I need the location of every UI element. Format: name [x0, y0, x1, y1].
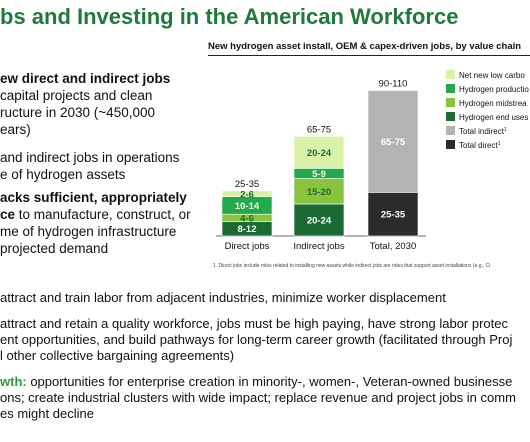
legend-swatch: [446, 112, 455, 121]
p3-heading: acks sufficient, appropriately: [0, 190, 187, 205]
chart-footnote: 1. Direct jobs include roles related to …: [213, 263, 491, 269]
chart-title-rule: [208, 55, 530, 56]
p2-line: and indirect jobs in operations: [0, 150, 180, 165]
bar-value-label: 10-14: [235, 201, 260, 212]
page-title: bs and Investing in the American Workfor…: [0, 4, 459, 29]
chart-title: New hydrogen asset install, OEM & capex-…: [208, 41, 522, 52]
p1-line: capital projects and clean: [0, 88, 153, 103]
operations-jobs-paragraph: and indirect jobs in operations e of hyd…: [0, 149, 215, 183]
legend-footnote-mark: 1: [504, 127, 507, 133]
bar-segment: [367, 90, 419, 193]
category-label: Indirect jobs: [293, 241, 344, 252]
bar-total-label: 65-75: [307, 124, 331, 135]
bullet-line: opportunities for enterprise creation in…: [26, 374, 513, 389]
bullet-enterprise-growth: wth: opportunities for enterprise creati…: [0, 374, 516, 422]
p3-line: projected demand: [0, 241, 109, 256]
bar-value-label: 15-20: [307, 187, 331, 198]
category-label: Total, 2030: [370, 241, 416, 252]
p3-line: me of hydrogen infrastructure: [0, 224, 177, 239]
bar-segment: [221, 190, 273, 198]
bar-value-label: 65-75: [381, 137, 406, 148]
legend-label: Hydrogen productio: [459, 85, 529, 94]
p1-heading: ew direct and indirect jobs: [0, 71, 171, 86]
legend-footnote-mark: 1: [498, 141, 501, 147]
legend-swatch: [446, 98, 455, 107]
bullet-adjacent-industries: attract and train labor from adjacent in…: [0, 290, 446, 306]
bar-value-label: 8-12: [237, 224, 256, 235]
bar-total-label: 90-110: [379, 79, 408, 90]
legend-label: Hydrogen midstrea: [459, 99, 527, 108]
bar-total-label: 25-35: [235, 179, 259, 190]
bullet-line: es might decline: [0, 406, 94, 421]
bar-segment: [293, 203, 345, 237]
bar-value-label: 20-24: [307, 216, 332, 227]
bullet-highlight: wth:: [0, 374, 27, 389]
p1-line: ructure in 2030 (~450,000: [0, 105, 155, 120]
p3-line: to manufacture, construct, or: [15, 207, 191, 222]
bar-segment: [293, 136, 345, 169]
bar-value-label: 5-9: [312, 169, 326, 180]
legend-swatch: [446, 126, 455, 135]
p1-line: ears): [0, 122, 31, 137]
legend-label: Hydrogen end uses: [459, 113, 528, 122]
bullet-line: ons; create industrial clusters with wid…: [0, 390, 516, 405]
bullet-line: l other collective bargaining agreements…: [0, 348, 235, 363]
bar-segment: [293, 178, 345, 205]
bar-value-label: 20-24: [307, 148, 332, 159]
p3-heading: ce: [0, 207, 16, 222]
bar-value-label: 4-6: [240, 213, 254, 224]
bullet-line: attract and retain a quality workforce, …: [0, 316, 509, 331]
bullet-quality-workforce: attract and retain a quality workforce, …: [0, 316, 512, 364]
bullet-line: attract and train labor from adjacent in…: [0, 290, 446, 305]
legend-swatch: [446, 140, 455, 149]
legend-label: Total indirect1: [459, 127, 507, 136]
bar-value-label: 25-35: [381, 210, 406, 221]
bullet-line: ent opportunities, and build pathways fo…: [0, 332, 513, 347]
legend-label: Total direct1: [459, 141, 501, 150]
bar-value-label: 2-6: [240, 189, 254, 200]
labor-shortage-paragraph: acks sufficient, appropriately ce to man…: [0, 189, 215, 257]
legend-label: Net new low carbo: [459, 71, 525, 80]
category-label: Direct jobs: [225, 241, 270, 252]
legend-swatch: [446, 70, 455, 79]
direct-indirect-jobs-paragraph: ew direct and indirect jobs capital proj…: [0, 70, 215, 138]
legend-swatch: [446, 84, 455, 93]
p2-line: e of hydrogen assets: [0, 167, 126, 182]
